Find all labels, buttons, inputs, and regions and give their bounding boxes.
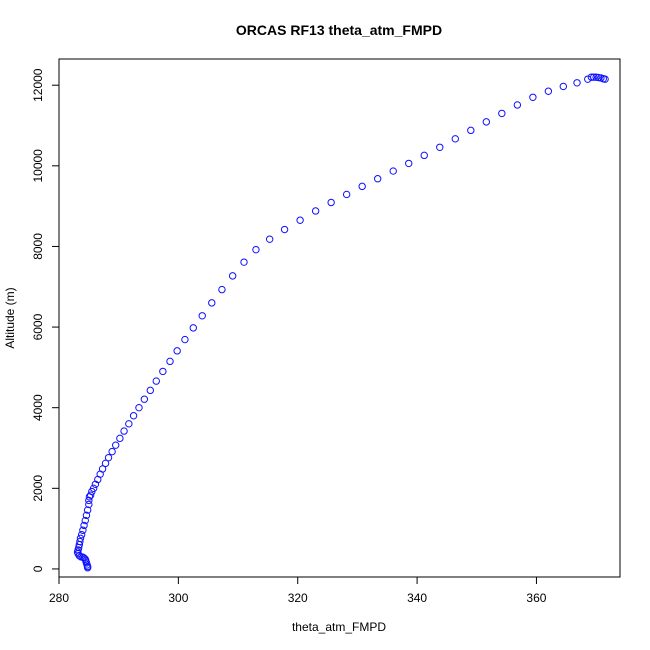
data-point <box>373 175 382 183</box>
data-point <box>228 272 237 280</box>
data-point <box>265 235 274 243</box>
data-point <box>601 75 609 83</box>
x-tick-label: 360 <box>526 591 546 605</box>
data-point <box>129 412 138 420</box>
chart-title: ORCAS RF13 theta_atm_FMPD <box>236 22 442 38</box>
data-point <box>81 555 89 563</box>
data-point <box>135 403 143 412</box>
data-point <box>82 511 91 520</box>
data-point <box>573 79 581 87</box>
data-point <box>559 82 568 91</box>
data-point <box>89 484 98 493</box>
data-point <box>173 347 181 355</box>
data-point <box>85 496 93 505</box>
data-point <box>159 367 167 376</box>
data-point <box>296 216 304 224</box>
data-point <box>77 530 86 539</box>
data-point <box>125 420 133 428</box>
data-point <box>189 324 197 332</box>
data-point <box>101 459 110 468</box>
data-point <box>98 465 107 473</box>
data-point <box>420 151 428 160</box>
data-point <box>146 386 155 395</box>
data-point <box>86 491 95 499</box>
data-point <box>218 285 226 294</box>
y-tick-label: 2000 <box>31 475 45 502</box>
data-point <box>108 447 116 456</box>
y-axis: 0 2000 4000 6000 8000 10000 12000 <box>31 68 59 572</box>
data-point <box>529 93 537 101</box>
data-point <box>104 453 113 462</box>
y-tick-label: 10000 <box>31 149 45 183</box>
data-point <box>120 427 128 435</box>
data-point <box>587 73 596 81</box>
data-point <box>80 521 88 530</box>
data-point <box>79 526 87 534</box>
y-tick-label: 12000 <box>31 68 45 102</box>
y-axis-label: Altitude (m) <box>3 287 17 348</box>
y-tick-label: 6000 <box>31 313 45 340</box>
data-point <box>240 258 248 266</box>
data-point <box>83 506 92 514</box>
plot-frame <box>58 58 621 578</box>
data-point <box>252 245 260 254</box>
x-tick-label: 300 <box>168 591 188 605</box>
data-point <box>76 534 85 543</box>
x-tick-label: 280 <box>49 591 69 605</box>
data-point <box>451 135 459 143</box>
data-point <box>358 182 366 191</box>
data-point <box>85 500 93 509</box>
y-tick-label: 0 <box>31 565 45 572</box>
data-point <box>467 126 475 135</box>
data-point <box>590 73 598 81</box>
data-point <box>544 87 553 95</box>
x-tick-label: 340 <box>407 591 427 605</box>
data-point <box>166 357 174 366</box>
data-point <box>140 395 149 403</box>
data-point <box>482 118 491 126</box>
data-point <box>498 109 506 118</box>
data-point <box>327 198 335 207</box>
data-point <box>111 441 120 449</box>
data-point <box>116 434 124 443</box>
x-axis-label: theta_atm_FMPD <box>292 620 386 634</box>
data-point <box>405 159 413 168</box>
data-point <box>181 335 189 344</box>
data-point <box>75 551 83 560</box>
data-point <box>76 537 84 546</box>
data-point <box>152 377 160 385</box>
data-point <box>208 299 216 307</box>
data-point <box>81 516 89 525</box>
data-point <box>513 101 522 109</box>
data-point <box>280 225 289 234</box>
x-axis: 280 300 320 340 360 <box>49 577 547 605</box>
data-point <box>198 312 206 320</box>
data-point <box>436 143 444 151</box>
data-point <box>342 190 351 199</box>
data-points <box>73 73 609 572</box>
data-point <box>311 207 320 215</box>
x-tick-label: 320 <box>288 591 308 605</box>
y-tick-label: 4000 <box>31 394 45 421</box>
data-point <box>389 167 397 175</box>
y-tick-label: 8000 <box>31 233 45 260</box>
